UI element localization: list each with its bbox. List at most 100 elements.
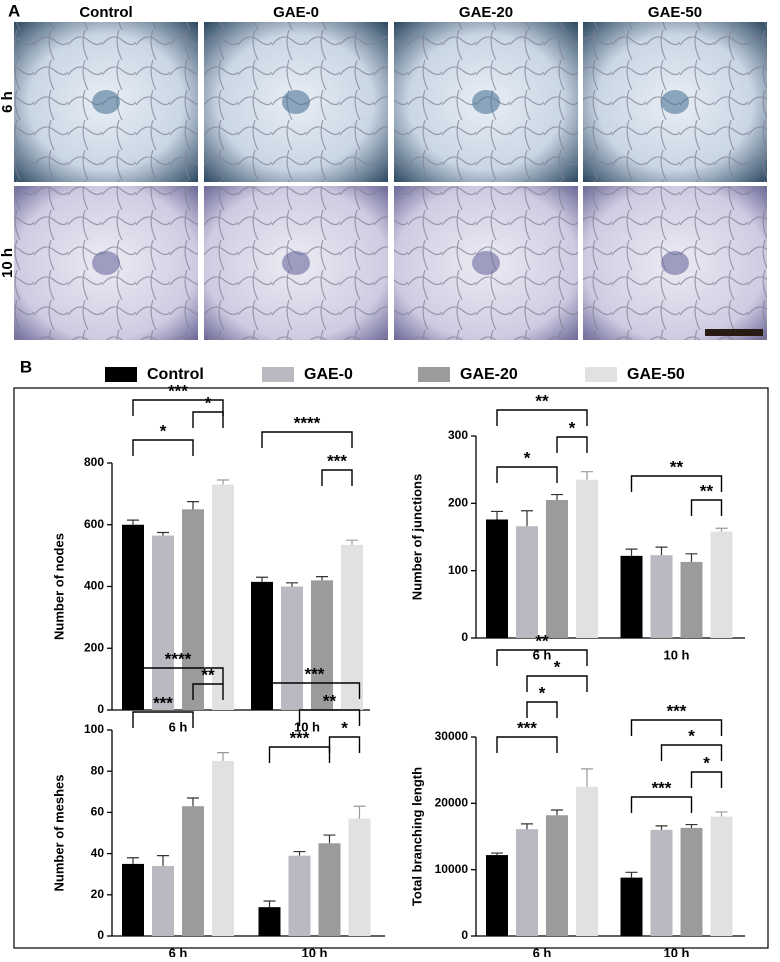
bar [281, 586, 303, 710]
y-tick-label: 40 [91, 846, 105, 860]
legend-swatch [418, 367, 450, 382]
bar [251, 581, 273, 710]
scale-bar [705, 329, 763, 336]
row-label: 10 h [0, 248, 16, 278]
error-bar [685, 823, 698, 828]
column-label: Control [79, 4, 132, 21]
error-bar [581, 768, 593, 787]
error-bar [323, 834, 336, 844]
error-bar [187, 500, 199, 510]
error-bar [491, 510, 503, 520]
error-bar [551, 493, 563, 500]
legend-label: Control [147, 366, 204, 383]
significance-label: *** [153, 693, 173, 712]
significance-label: * [205, 393, 212, 412]
y-tick-label: 600 [84, 517, 104, 531]
error-bar [521, 823, 533, 830]
significance-bracket [526, 701, 558, 718]
significance-label: ** [535, 631, 549, 650]
bar [650, 829, 673, 936]
bar [486, 855, 508, 936]
panel-label: A [8, 1, 20, 20]
significance-label: *** [290, 728, 310, 747]
y-axis-label: Total branching length [409, 767, 424, 906]
bar [122, 863, 144, 936]
legend-label: GAE-0 [304, 366, 353, 383]
y-tick-label: 20 [91, 887, 105, 901]
column-label: GAE-0 [273, 4, 319, 21]
column-label: GAE-50 [648, 4, 702, 21]
significance-bracket [132, 439, 194, 456]
panel-a: Control GAE-0 GAE-20 GAE-50 6 h 10 h [0, 4, 767, 340]
y-tick-label: 200 [448, 496, 468, 510]
bar [620, 877, 643, 936]
y-tick-label: 10000 [435, 862, 469, 876]
significance-bracket [192, 683, 224, 700]
error-bar [655, 825, 668, 830]
bar [576, 786, 598, 936]
y-tick-label: 20000 [435, 796, 469, 810]
significance-bracket [268, 746, 331, 763]
bar [576, 479, 598, 638]
significance-label: ** [700, 481, 714, 500]
significance-label: * [688, 726, 695, 745]
bar [650, 555, 673, 638]
micrograph-spot [661, 251, 689, 275]
micrograph-spot [92, 90, 120, 114]
significance-bracket [496, 736, 558, 753]
bar [212, 760, 234, 936]
significance-bracket [690, 771, 723, 788]
bar [182, 509, 204, 710]
error-bar [551, 809, 563, 816]
significance-label: *** [168, 381, 188, 400]
significance-label: * [341, 718, 348, 737]
legend-swatch [105, 367, 137, 382]
y-tick-label: 200 [84, 640, 104, 654]
x-tick-label: 10 h [663, 647, 689, 662]
error-bar [293, 850, 306, 856]
bar [288, 855, 311, 936]
y-tick-label: 0 [97, 702, 104, 716]
significance-bracket [496, 466, 558, 483]
error-bar [491, 852, 503, 856]
significance-label: * [569, 418, 576, 437]
error-bar [286, 582, 298, 587]
micrograph-spot [661, 90, 689, 114]
significance-label: **** [294, 413, 321, 432]
bar [546, 499, 568, 638]
bar [546, 815, 568, 936]
significance-bracket [556, 436, 588, 453]
significance-label: * [703, 753, 710, 772]
bar [710, 816, 733, 936]
x-tick-label: 6 h [169, 719, 188, 734]
significance-label: *** [667, 701, 687, 720]
significance-label: * [160, 421, 167, 440]
bar [318, 843, 341, 936]
significance-bracket [496, 649, 588, 666]
significance-bracket [496, 409, 588, 426]
error-bar [263, 900, 276, 908]
significance-bracket [660, 744, 723, 761]
x-tick-label: 6 h [533, 647, 552, 662]
bar [348, 818, 371, 936]
error-bar [127, 519, 139, 525]
error-bar [217, 752, 229, 761]
significance-bracket [261, 431, 353, 448]
y-axis-label: Number of meshes [51, 774, 66, 891]
y-tick-label: 80 [91, 763, 105, 777]
legend-swatch [262, 367, 294, 382]
error-bar [655, 546, 668, 556]
x-tick-label: 6 h [533, 945, 552, 957]
column-label: GAE-20 [459, 4, 513, 21]
row-label: 6 h [0, 91, 16, 113]
error-bar [581, 471, 593, 480]
y-tick-label: 0 [461, 630, 468, 644]
bar [122, 524, 144, 710]
micrograph-spot [472, 90, 500, 114]
significance-bracket [268, 682, 361, 699]
significance-bracket [132, 399, 224, 416]
error-bar [715, 811, 728, 817]
significance-label: *** [305, 664, 325, 683]
significance-bracket [526, 675, 588, 692]
y-tick-label: 800 [84, 455, 104, 469]
